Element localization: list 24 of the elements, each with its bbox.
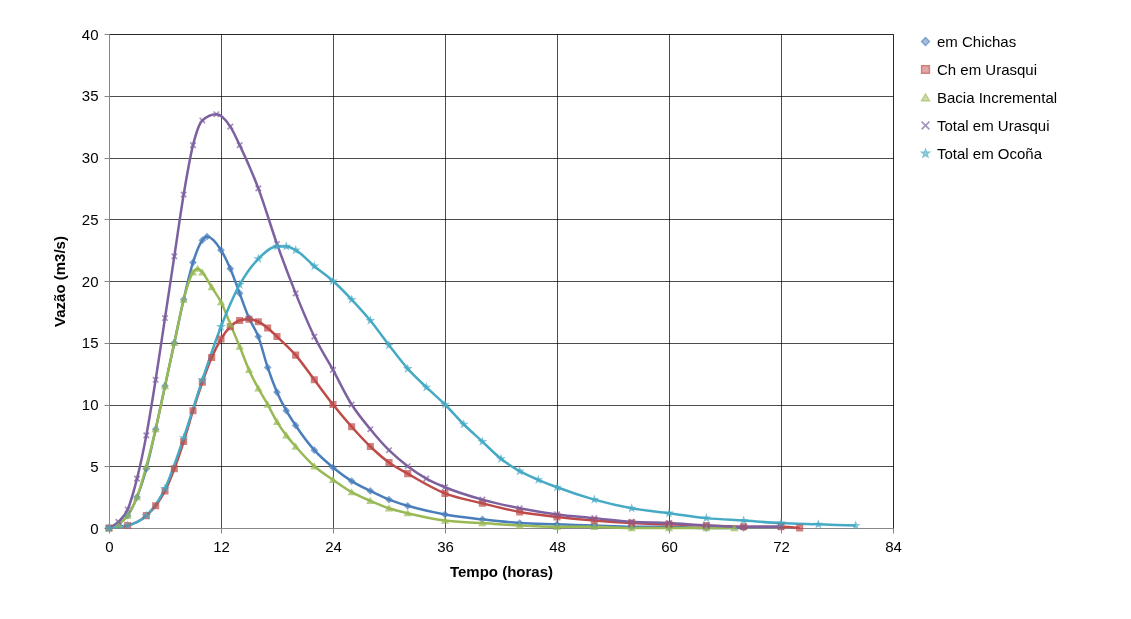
x-tick-label: 72: [773, 537, 790, 555]
legend-label: em Chichas: [937, 32, 1017, 50]
x-tick-label: 24: [325, 537, 342, 555]
y-axis-title: Vazão (m3/s): [50, 236, 68, 327]
y-tick-label: 15: [81, 334, 99, 352]
x-tick-label: 0: [105, 537, 114, 555]
x-tick-label: 12: [213, 537, 230, 555]
x-axis-title: Tempo (horas): [449, 562, 554, 580]
legend-label: Total em Ocoña: [937, 144, 1043, 162]
y-tick-label: 35: [81, 87, 99, 105]
y-tick-label: 0: [90, 519, 99, 537]
y-tick-label: 25: [81, 210, 99, 228]
y-tick-label: 5: [90, 457, 99, 475]
y-tick-label: 30: [81, 149, 99, 166]
x-tick-label: 60: [661, 537, 678, 555]
x-tick-label: 84: [885, 537, 902, 555]
x-tick-label: 48: [549, 537, 566, 555]
x-tick-label: 36: [437, 537, 454, 555]
y-tick-label: 10: [81, 396, 99, 413]
legend-label: Total em Urasqui: [937, 116, 1050, 134]
y-tick-label: 20: [81, 272, 99, 290]
legend-label: Bacia Incremental: [937, 88, 1058, 106]
y-tick-label: 40: [81, 25, 99, 43]
legend-label: Ch em Urasqui: [937, 60, 1038, 78]
